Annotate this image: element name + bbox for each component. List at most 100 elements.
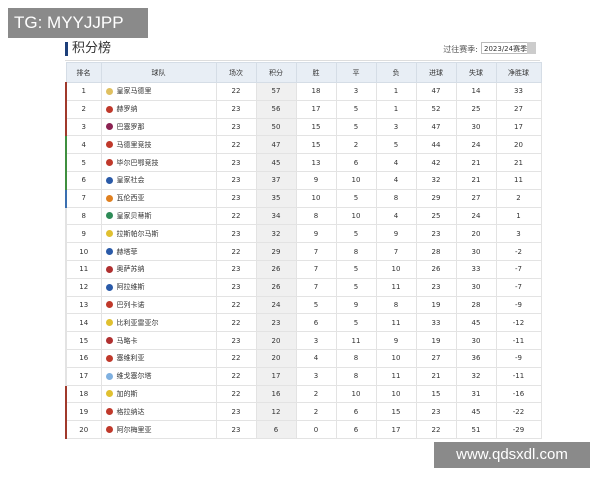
cell: 9	[375, 331, 417, 350]
cell: 4	[375, 153, 417, 172]
cell: 16	[255, 384, 297, 404]
team-name: 马德里竞技	[116, 140, 152, 149]
cell: 30	[455, 242, 497, 261]
table-row: 12 阿拉维斯 23 26 7 5 11 23 30 -7	[65, 277, 542, 297]
cell: -29	[495, 420, 542, 439]
cell: 5	[335, 313, 377, 333]
cell: 31	[455, 384, 497, 404]
cell: 20	[255, 331, 297, 350]
team-logo	[105, 194, 113, 202]
cell: -9	[495, 348, 542, 368]
cell: 8	[335, 242, 377, 261]
cell: 2	[495, 188, 542, 208]
cell: 4	[375, 170, 417, 190]
cell: 23	[255, 313, 297, 333]
team-name: 马略卡	[116, 336, 138, 345]
table-row: 14 比利亚雷亚尔 22 23 6 5 11 33 45 -12	[65, 313, 542, 333]
cell: 23	[215, 117, 257, 137]
table-row: 15 马略卡 23 20 3 11 9 19 30 -11	[65, 331, 542, 350]
table-row: 5 毕尔巴鄂竞技 23 45 13 6 4 42 21 21	[65, 153, 542, 172]
cell: 11	[375, 277, 417, 297]
cell: 23	[215, 277, 257, 297]
team-name: 皇家贝蒂斯	[116, 211, 152, 220]
team-logo	[105, 176, 113, 184]
table-row: 16 塞维利亚 22 20 4 8 10 27 36 -9	[65, 348, 542, 368]
cell: 12	[255, 402, 297, 422]
cell: 9	[65, 224, 102, 244]
cell: 2	[65, 99, 102, 119]
cell: 34	[255, 206, 297, 226]
cell: -7	[495, 259, 542, 279]
cell: 0	[295, 420, 337, 439]
cell: 14	[65, 313, 102, 333]
cell: 26	[255, 259, 297, 279]
season-select[interactable]: 2023/24赛季	[481, 42, 536, 54]
cell: 22	[215, 206, 257, 226]
team-cell: 赫塔菲	[100, 242, 217, 261]
cell: 3	[295, 331, 337, 350]
cell: 7	[295, 277, 337, 297]
team-cell: 瓦伦西亚	[100, 188, 217, 208]
cell: 27	[415, 348, 457, 368]
team-logo	[105, 390, 113, 398]
team-logo	[105, 337, 113, 345]
table-row: 10 赫塔菲 22 29 7 8 7 28 30 -2	[65, 242, 542, 261]
cell: 17	[255, 366, 297, 386]
team-cell: 皇家马德里	[100, 82, 217, 101]
cell: 22	[215, 82, 257, 101]
cell: 5	[65, 153, 102, 172]
cell: 30	[455, 331, 497, 350]
cell: 44	[415, 135, 457, 155]
cell: -11	[495, 331, 542, 350]
cell: 8	[375, 188, 417, 208]
cell: 10	[335, 206, 377, 226]
cell: 10	[335, 170, 377, 190]
team-name: 塞维利亚	[116, 354, 145, 363]
cell: 6	[255, 420, 297, 439]
cell: 12	[65, 277, 102, 297]
cell: 3	[335, 82, 377, 101]
cell: 8	[335, 366, 377, 386]
team-name: 巴列卡诺	[116, 300, 145, 309]
team-cell: 马略卡	[100, 331, 217, 350]
team-logo	[105, 105, 113, 113]
cell: 19	[415, 331, 457, 350]
cell: 45	[455, 402, 497, 422]
column-header: 排名	[65, 62, 102, 83]
cell: 33	[455, 259, 497, 279]
cell: 18	[295, 82, 337, 101]
team-logo	[105, 301, 113, 309]
team-name: 格拉纳达	[116, 407, 145, 416]
team-cell: 维戈塞尔塔	[100, 366, 217, 386]
team-logo	[105, 319, 113, 327]
cell: 10	[375, 259, 417, 279]
team-name: 阿拉维斯	[116, 283, 145, 292]
team-logo	[105, 248, 113, 256]
cell: 11	[375, 366, 417, 386]
cell: 17	[375, 420, 417, 439]
watermark: www.qdsxdl.com	[434, 442, 590, 468]
cell: 33	[495, 82, 542, 101]
cell: 20	[255, 348, 297, 368]
cell: 9	[295, 224, 337, 244]
cell: -12	[495, 313, 542, 333]
cell: 17	[295, 99, 337, 119]
table-row: 9 拉斯帕尔马斯 23 32 9 5 9 23 20 3	[65, 224, 542, 244]
cell: 11	[335, 331, 377, 350]
cell: 21	[495, 153, 542, 172]
team-logo	[105, 426, 113, 434]
cell: 30	[455, 277, 497, 297]
cell: 8	[65, 206, 102, 226]
cell: 23	[415, 402, 457, 422]
cell: -9	[495, 295, 542, 315]
cell: 11	[375, 313, 417, 333]
team-name: 拉斯帕尔马斯	[116, 229, 159, 238]
cell: 3	[375, 117, 417, 137]
team-logo	[105, 354, 113, 362]
team-name: 瓦伦西亚	[116, 194, 145, 203]
team-cell: 格拉纳达	[100, 402, 217, 422]
table-row: 8 皇家贝蒂斯 22 34 8 10 4 25 24 1	[65, 206, 542, 226]
cell: 2	[295, 402, 337, 422]
table-row: 18 加的斯 22 16 2 10 10 15 31 -16	[65, 384, 542, 404]
cell: 8	[375, 295, 417, 315]
